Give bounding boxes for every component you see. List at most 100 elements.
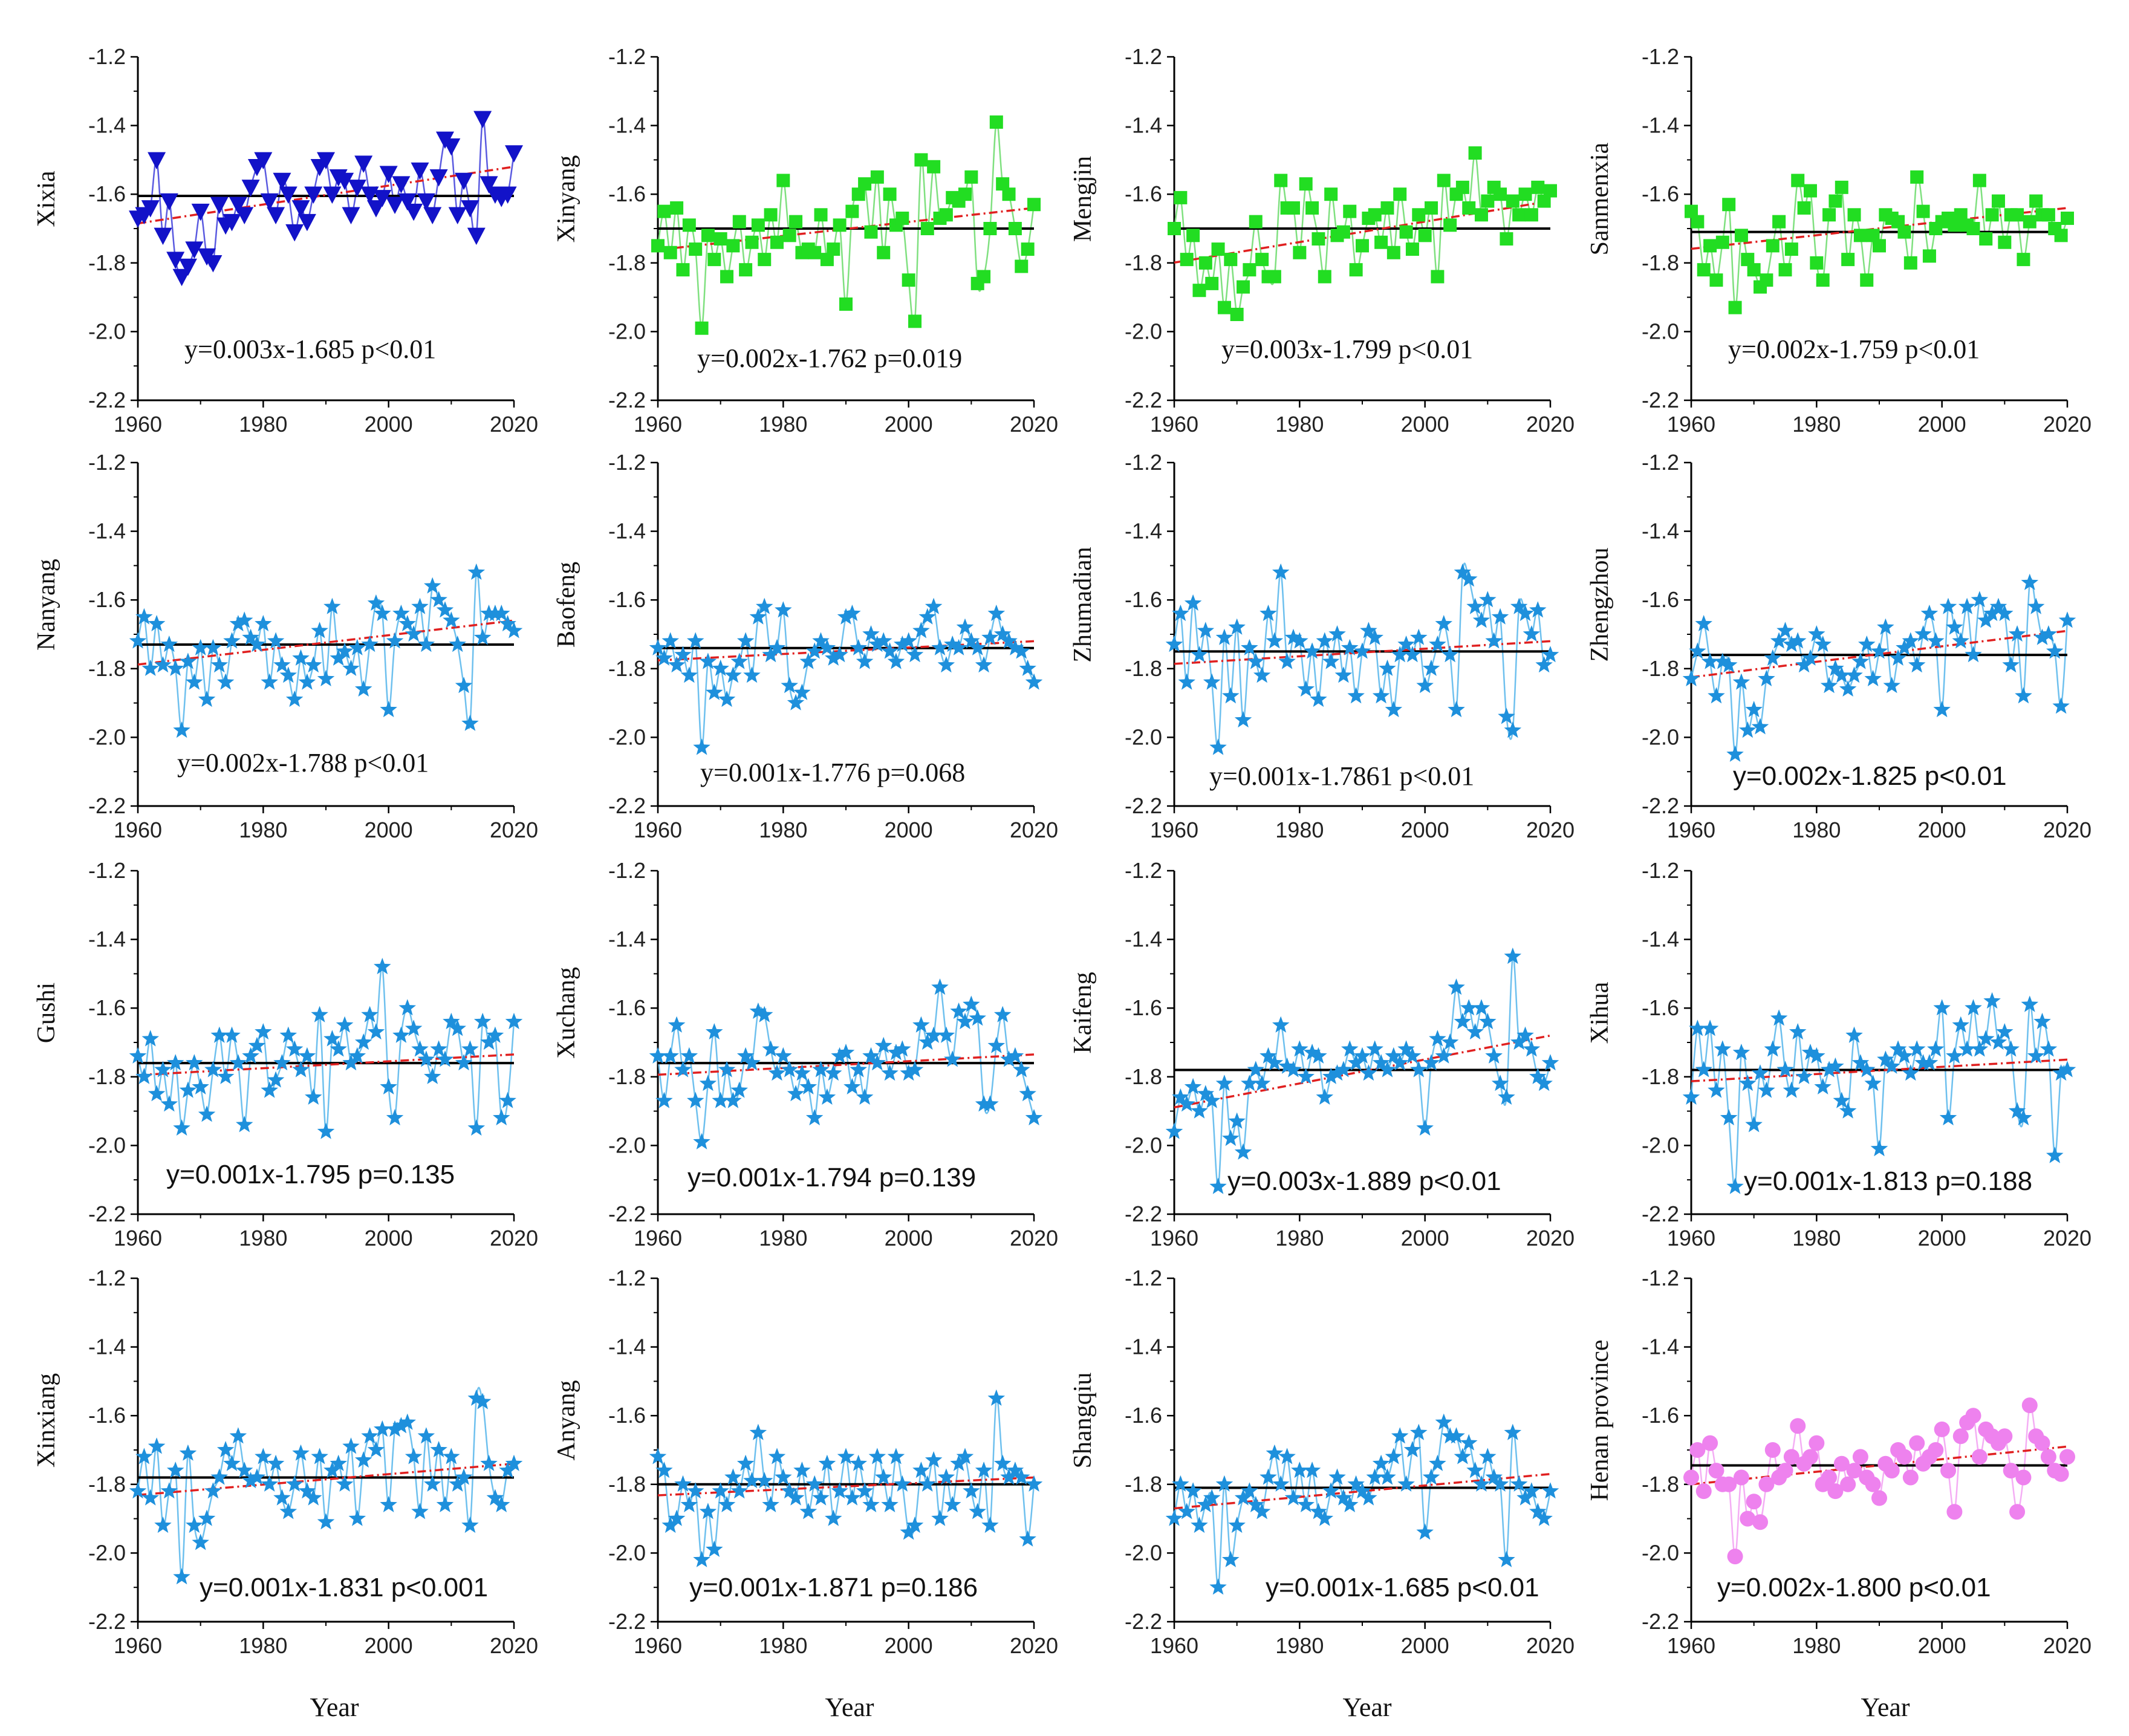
data-point xyxy=(1435,615,1452,632)
data-point xyxy=(374,958,391,975)
data-point xyxy=(895,211,909,225)
data-point xyxy=(154,656,172,673)
data-point xyxy=(1316,1509,1334,1526)
data-point xyxy=(858,177,872,191)
data-point xyxy=(969,1503,986,1520)
data-point xyxy=(367,1441,385,1458)
x-tick-label: 2020 xyxy=(490,412,538,437)
data-point xyxy=(1946,618,1963,635)
data-point xyxy=(756,1006,773,1022)
regression-equation: y=0.001x-1.871 p=0.186 xyxy=(689,1573,978,1602)
x-tick-label: 2000 xyxy=(1918,818,1966,842)
x-tick-label: 1980 xyxy=(1792,1226,1841,1250)
data-point xyxy=(1734,229,1748,242)
data-point xyxy=(1833,1091,1851,1108)
y-tick-label: -1.8 xyxy=(1642,1064,1679,1089)
data-point xyxy=(1909,1435,1925,1451)
data-point xyxy=(724,666,742,683)
data-point xyxy=(1790,1418,1806,1434)
trend-line xyxy=(137,1462,515,1497)
data-point xyxy=(1883,677,1900,694)
data-point xyxy=(461,714,479,731)
data-point xyxy=(1541,646,1559,663)
y-tick-label: -1.2 xyxy=(608,1266,646,1290)
data-point xyxy=(964,170,978,184)
data-point xyxy=(417,193,435,211)
data-point xyxy=(1827,659,1844,676)
data-point xyxy=(1770,632,1788,649)
data-point xyxy=(782,229,796,242)
data-point xyxy=(969,1009,986,1026)
data-point xyxy=(1027,198,1041,212)
data-point xyxy=(1927,1040,1945,1057)
data-point xyxy=(1310,690,1327,707)
data-point xyxy=(1008,222,1022,235)
data-point xyxy=(1303,1044,1321,1061)
y-tick-label: -2.0 xyxy=(608,724,646,749)
data-point xyxy=(1291,632,1308,649)
data-point xyxy=(805,642,824,659)
data-point xyxy=(1178,1503,1195,1520)
data-point xyxy=(1328,625,1346,642)
data-point xyxy=(1766,239,1780,253)
data-point xyxy=(1278,652,1296,669)
data-point xyxy=(1272,1475,1290,1492)
x-tick-label: 2020 xyxy=(1010,1226,1058,1250)
data-point xyxy=(958,187,972,201)
data-point xyxy=(242,1047,259,1064)
x-tick-label: 2020 xyxy=(490,818,538,842)
trend-line xyxy=(137,166,515,225)
data-point xyxy=(1479,1448,1497,1465)
x-tick-label: 2000 xyxy=(1401,818,1449,842)
y-tick-label: -1.6 xyxy=(608,1403,646,1428)
data-point xyxy=(1191,1102,1208,1119)
x-tick-label: 2000 xyxy=(1401,412,1449,437)
data-point xyxy=(317,669,335,686)
data-point xyxy=(918,1033,936,1050)
data-point xyxy=(135,1067,153,1084)
data-point xyxy=(1303,1461,1321,1478)
data-point xyxy=(2021,573,2039,590)
data-point xyxy=(1491,1475,1509,1492)
data-point xyxy=(267,1071,285,1088)
data-point xyxy=(317,1122,335,1139)
data-point xyxy=(242,628,259,645)
data-point xyxy=(455,677,473,694)
data-point xyxy=(1422,659,1440,676)
data-point xyxy=(874,1468,892,1485)
data-point xyxy=(323,597,341,614)
data-point xyxy=(1816,273,1830,287)
data-point xyxy=(1691,215,1705,229)
series-line xyxy=(137,570,515,732)
data-point xyxy=(793,1064,811,1081)
data-point xyxy=(993,1006,1012,1022)
data-point xyxy=(198,690,216,707)
data-point xyxy=(305,656,322,673)
data-point xyxy=(686,1091,704,1108)
x-tick-label: 2000 xyxy=(885,412,933,437)
data-point xyxy=(1393,187,1407,201)
data-point xyxy=(1197,1085,1215,1102)
data-point xyxy=(1979,232,1993,246)
data-point xyxy=(1460,1434,1478,1451)
data-point xyxy=(236,611,253,628)
data-point xyxy=(1184,1078,1202,1094)
data-point xyxy=(758,253,772,267)
data-point xyxy=(874,632,892,649)
data-point xyxy=(255,615,272,632)
x-tick-label: 1980 xyxy=(1275,1226,1324,1250)
data-point xyxy=(1466,1461,1484,1478)
data-point xyxy=(1372,1454,1390,1471)
data-point xyxy=(906,1061,924,1078)
data-point xyxy=(1422,1468,1440,1485)
data-point xyxy=(1253,1074,1271,1091)
data-point xyxy=(1989,1033,2007,1050)
data-point xyxy=(1940,1463,1957,1479)
data-point xyxy=(323,1030,341,1047)
x-tick-label: 1980 xyxy=(759,818,807,842)
data-point xyxy=(1997,1428,2013,1445)
data-point xyxy=(2058,611,2076,628)
data-point xyxy=(229,615,247,632)
